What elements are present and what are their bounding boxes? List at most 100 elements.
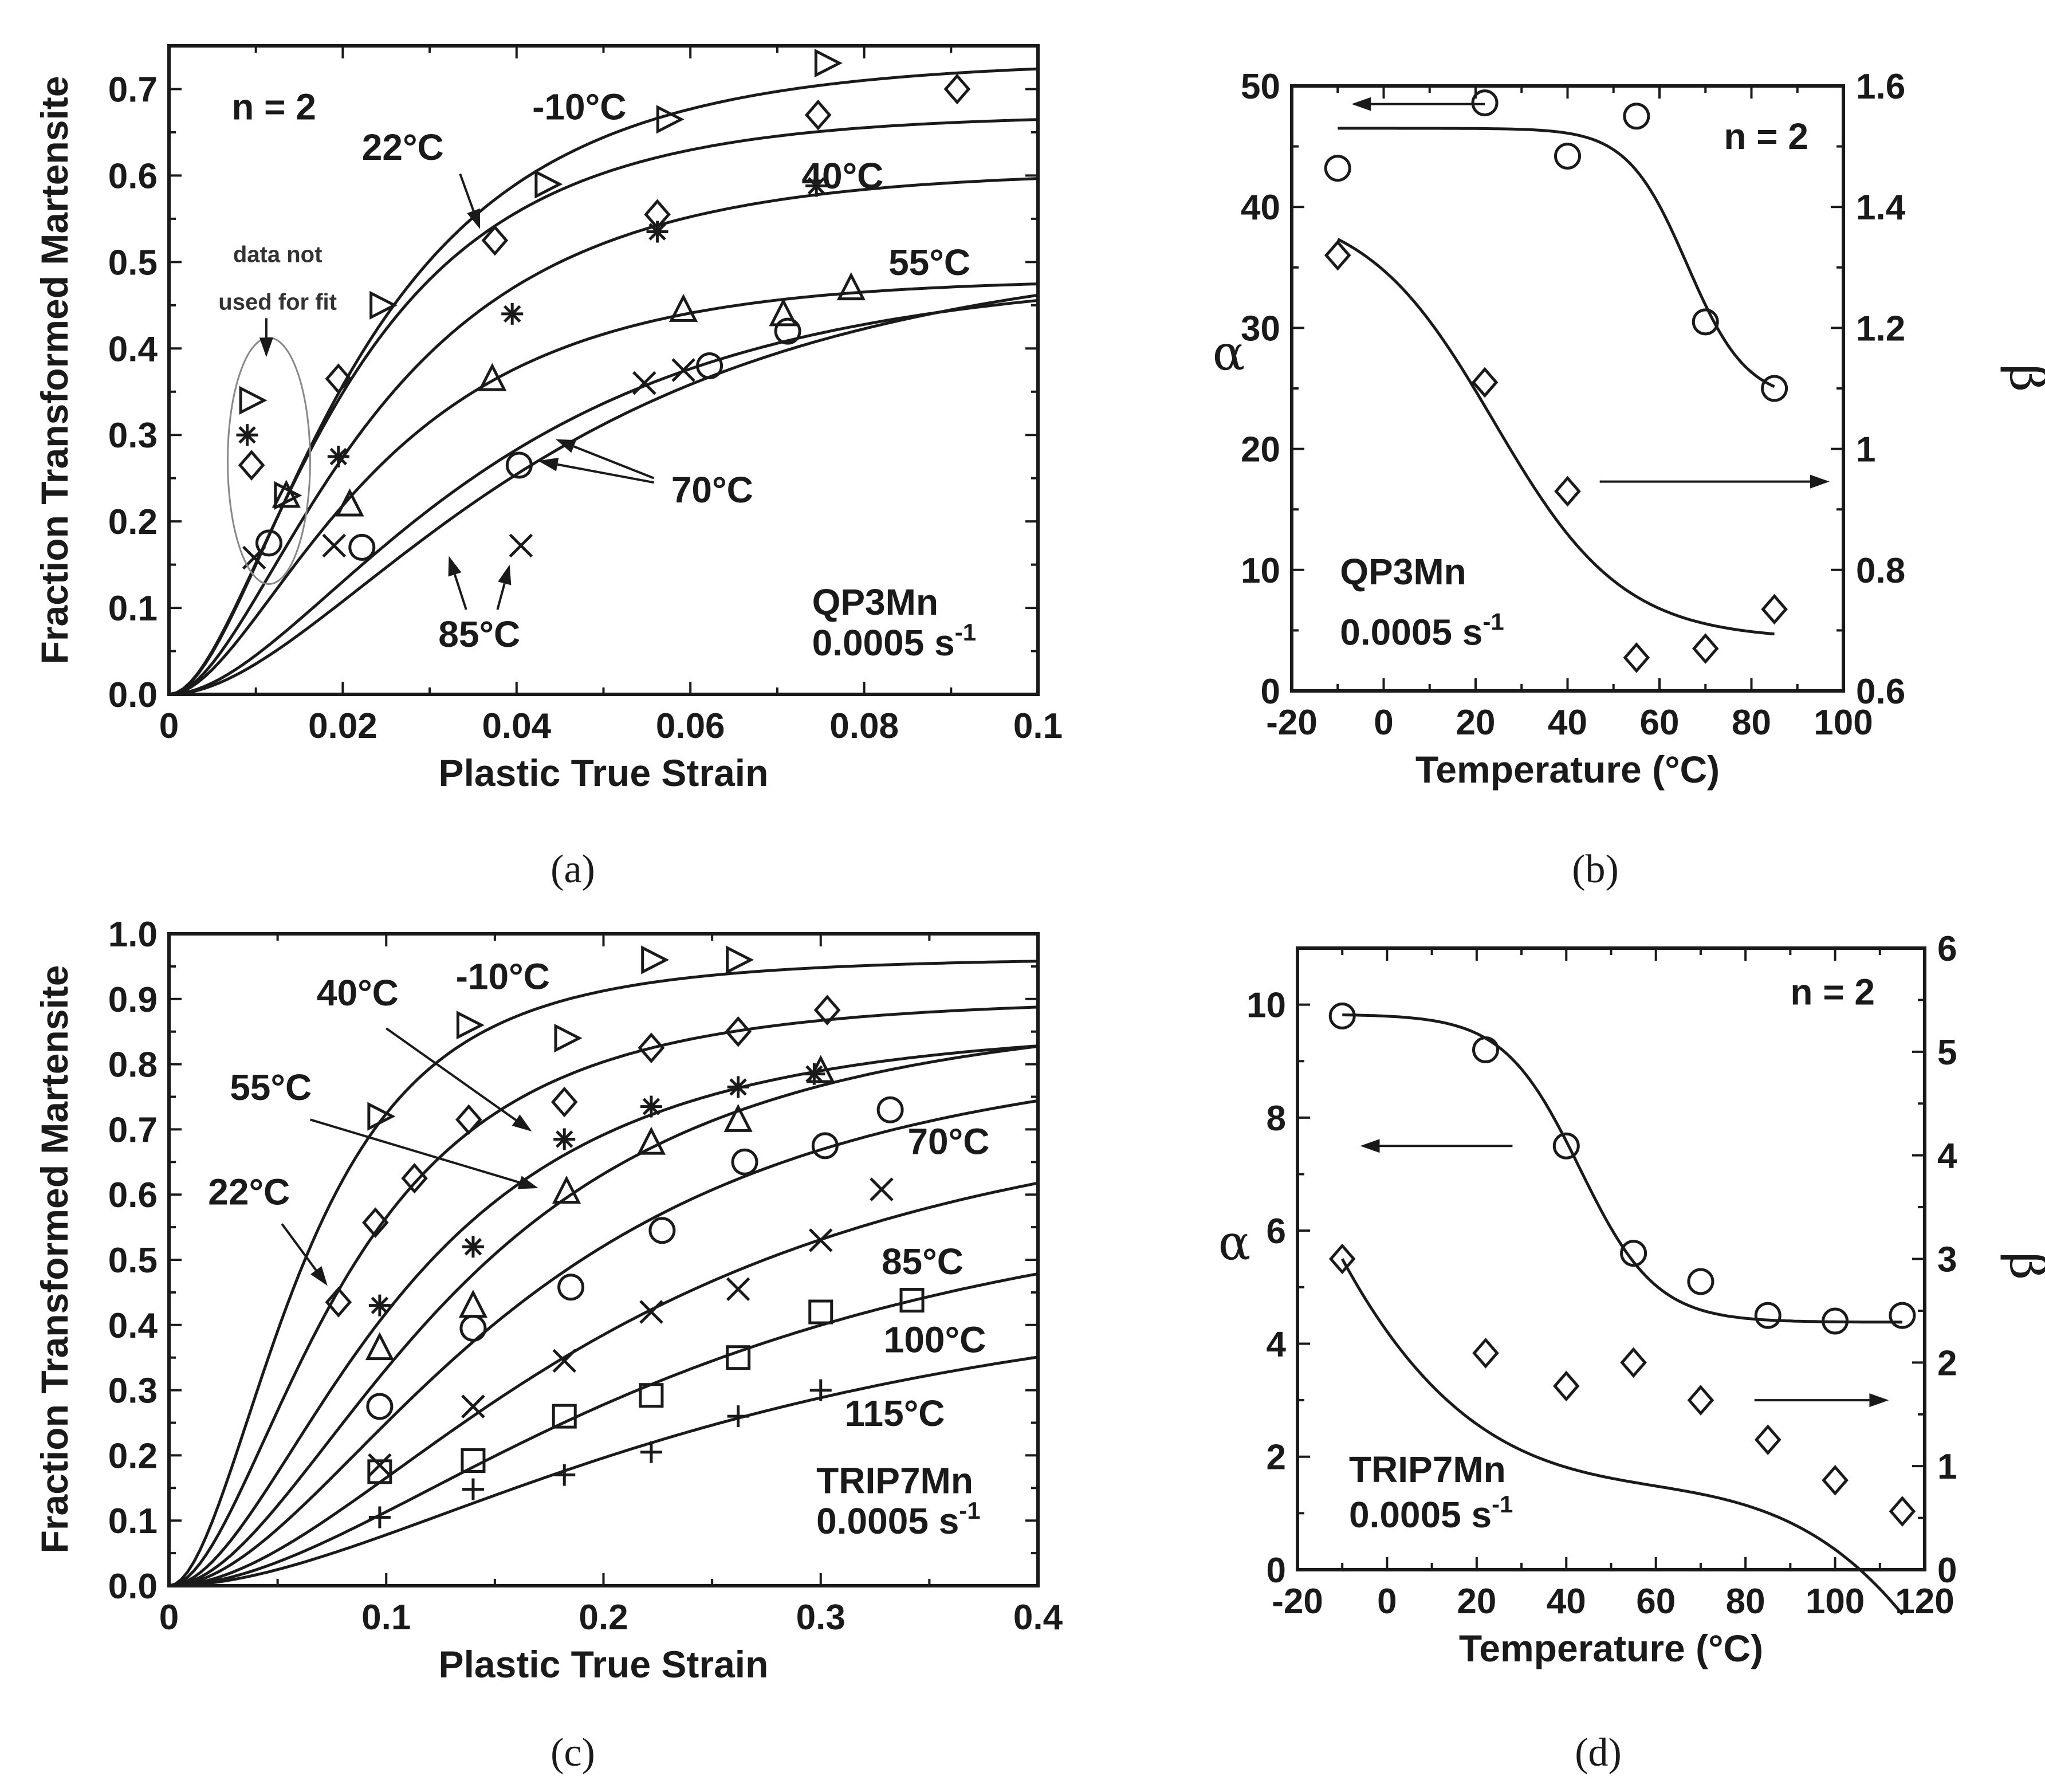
data-point-55C [806,1055,835,1083]
data-point-22C [325,363,352,394]
data-point-alpha [1324,155,1351,182]
panel-caption-b: (b) [1572,847,1619,891]
material-label: QP3Mn [1340,551,1466,592]
fit-curve-70C [168,1099,1039,1587]
data-point-55C [769,298,798,327]
data-point-22C [550,1086,578,1118]
x-tick-label: 100 [1806,1582,1865,1621]
curve-label-arrow [386,1027,532,1131]
y-tick-label: 10 [1246,986,1286,1025]
y-tick-label: 0.7 [108,70,158,109]
data-point-70C [348,533,376,561]
data-point-alpha [1692,308,1719,336]
material-label: TRIP7Mn [816,1460,973,1501]
arrow-head [512,1114,532,1131]
data-point-70C [648,1217,676,1244]
data-point-55C [636,1126,666,1155]
panel-caption-a: (a) [550,847,595,891]
curve-label-arrow [459,173,481,229]
y-tick-label: 4 [1267,1325,1287,1364]
x-tick-label: 0.04 [482,706,551,746]
fit-curve-beta [1337,238,1775,636]
data-point-22C [481,225,509,256]
curve-label-arrow [281,1223,328,1286]
x-tick-label: 20 [1457,1582,1496,1621]
arrow-shaft [459,173,475,211]
data-point-40C [462,1236,484,1258]
curve-label-arrow [496,564,512,610]
data-point-85C [632,371,656,395]
fit-curve--10C [168,960,1039,1587]
data-point-alpha [1761,375,1788,402]
data-point-55C [668,293,698,322]
x-tick-label: 20 [1456,703,1496,742]
data-point-115C [368,1506,391,1528]
y2-tick-label: 3 [1937,1240,1957,1280]
fit-curve-100C [168,1272,1039,1587]
y-tick-label: 0.3 [108,1371,158,1411]
asterisk-stroke [729,1078,747,1096]
x-tick-label: 0 [1377,1582,1397,1621]
data-point-55C [478,363,507,391]
data-point-40C [646,221,668,243]
data-point-beta [1822,1465,1849,1496]
data-point-40C [236,424,258,446]
data-point-beta [1687,1385,1714,1416]
arrow-shaft [386,1027,517,1121]
data-point-100C [726,1345,751,1370]
arrow-head [1360,1139,1380,1153]
asterisk-stroke [556,1130,573,1148]
data-point-100C [808,1299,833,1325]
y2-axis-label: β [1999,1252,2045,1280]
data-point-40C [368,1294,391,1317]
y-tick-label: 0.2 [108,1436,158,1476]
curve-label: 115°C [844,1393,945,1434]
data-point-beta [1472,1338,1499,1369]
y2-tick-label: 1 [1937,1447,1957,1487]
data-point-85C [870,1177,894,1201]
data-point--10C [814,49,843,78]
data-point--10C [239,386,268,415]
arrow-head [556,439,577,453]
y-tick-label: 0.5 [108,243,158,282]
fit-curve-85C [168,293,1039,696]
data-point-22C [455,1104,482,1135]
x-tick-label: -20 [1266,703,1318,742]
excluded-note: data not [233,242,323,267]
arrow-head [1351,97,1371,111]
data-point-85C [552,1349,577,1373]
arrow-head [517,1176,538,1189]
y-tick-label: 0.3 [108,416,158,455]
arrow-head [448,556,462,577]
chart-c: 0 0.1 0.2 0.3 0.4 0.0 0.1 0.2 0.3 0.4 0.5 0.6 0.7 0.8… [33,915,1063,1685]
data-point-115C [553,1464,576,1486]
data-point--10C [274,481,302,510]
y-tick-label: 0.1 [108,1502,158,1541]
y2-tick-label: 0.6 [1856,672,1905,712]
data-point--10C [641,945,670,974]
y-tick-label: 0.7 [108,1110,158,1150]
fit-curve-85C [168,1181,1039,1587]
data-point--10C [456,1011,485,1040]
asterisk-stroke [329,447,348,466]
x-tick-label: 0.3 [796,1598,845,1637]
x-tick-label: 0.02 [308,706,377,746]
x-tick-label: 0.06 [656,706,725,746]
y-tick-label: 0 [1267,1551,1286,1590]
x-tick-label: 0.1 [1013,706,1063,746]
material-label: TRIP7Mn [1349,1449,1506,1490]
data-point-115C [462,1478,484,1500]
fit-curve-40C [168,1044,1039,1587]
fit-curve-alpha [1342,1013,1902,1324]
data-point-beta [1889,1496,1916,1527]
y-tick-label: 1.0 [108,915,158,954]
data-point-85C [509,533,533,558]
data-point-100C [461,1448,486,1473]
curve-label: -10°C [456,956,550,997]
chart-a: 0 0.02 0.04 0.06 0.08 0.1 0.0 0.1 0.2 0.3 0.4 0.5 0.… [33,44,1063,794]
curve-label-arrow [556,439,655,480]
y-axis-label: α [1213,325,1245,381]
data-point-22C [325,1287,352,1318]
alpha-axis-arrow [1360,1139,1513,1153]
y-tick-label: 0.6 [108,1176,158,1215]
